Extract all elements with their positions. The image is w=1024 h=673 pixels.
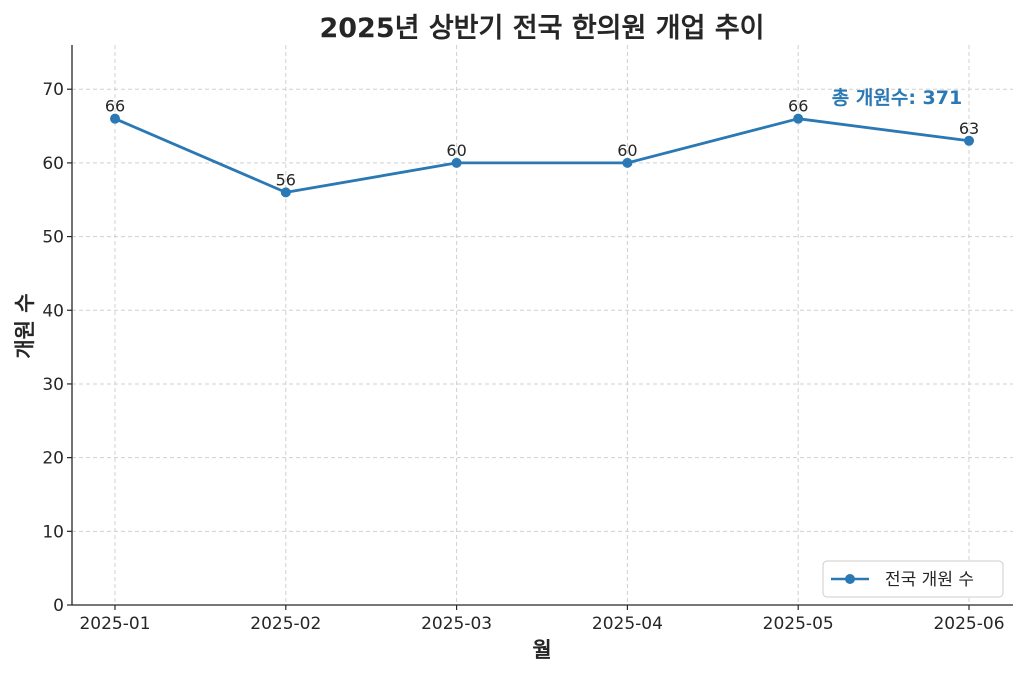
x-tick-label: 2025-06 bbox=[933, 614, 1004, 634]
x-tick-label: 2025-04 bbox=[592, 614, 663, 634]
data-label: 63 bbox=[959, 119, 979, 138]
data-label: 66 bbox=[788, 97, 808, 116]
data-label: 66 bbox=[105, 97, 125, 116]
tick-labels: 0 10 20 30 40 50 60 70 2025-01 2025-02 2025-03 2025… bbox=[42, 80, 1004, 634]
x-tick-label: 2025-03 bbox=[421, 614, 492, 634]
data-label: 60 bbox=[446, 141, 466, 160]
x-tick-label: 2025-01 bbox=[79, 614, 150, 634]
series-layer bbox=[110, 113, 974, 198]
data-point bbox=[280, 187, 291, 198]
y-tick-label: 60 bbox=[42, 154, 64, 174]
series-line bbox=[114, 117, 970, 194]
data-labels: 66 56 60 60 66 63 bbox=[105, 97, 979, 190]
total-annotation: 총 개원수: 371 bbox=[832, 87, 962, 109]
x-tick-label: 2025-02 bbox=[250, 614, 321, 634]
y-tick-label: 50 bbox=[42, 228, 64, 248]
data-label: 56 bbox=[276, 170, 296, 189]
legend: 전국 개원 수 bbox=[822, 560, 1004, 598]
y-axis-label: 개원 수 bbox=[13, 293, 37, 358]
data-point bbox=[793, 113, 804, 124]
y-tick-label: 10 bbox=[42, 522, 64, 542]
data-point bbox=[622, 157, 633, 168]
data-point bbox=[110, 113, 120, 124]
legend-series-marker bbox=[845, 574, 855, 584]
data-point bbox=[451, 157, 462, 168]
data-point bbox=[964, 135, 974, 146]
y-tick-label: 20 bbox=[42, 449, 64, 469]
legend-box bbox=[822, 560, 1004, 598]
y-tick-label: 30 bbox=[42, 375, 64, 395]
chart-title: 2025년 상반기 전국 한의원 개업 추이 bbox=[319, 13, 764, 44]
y-tick-label: 0 bbox=[53, 596, 64, 616]
axes bbox=[71, 45, 1013, 606]
x-axis-label: 월 bbox=[532, 638, 551, 662]
y-tick-label: 70 bbox=[42, 80, 64, 100]
y-tick-label: 40 bbox=[42, 301, 64, 321]
x-tick-label: 2025-05 bbox=[763, 614, 834, 634]
data-label: 60 bbox=[617, 141, 637, 160]
legend-series-label: 전국 개원 수 bbox=[885, 570, 974, 590]
